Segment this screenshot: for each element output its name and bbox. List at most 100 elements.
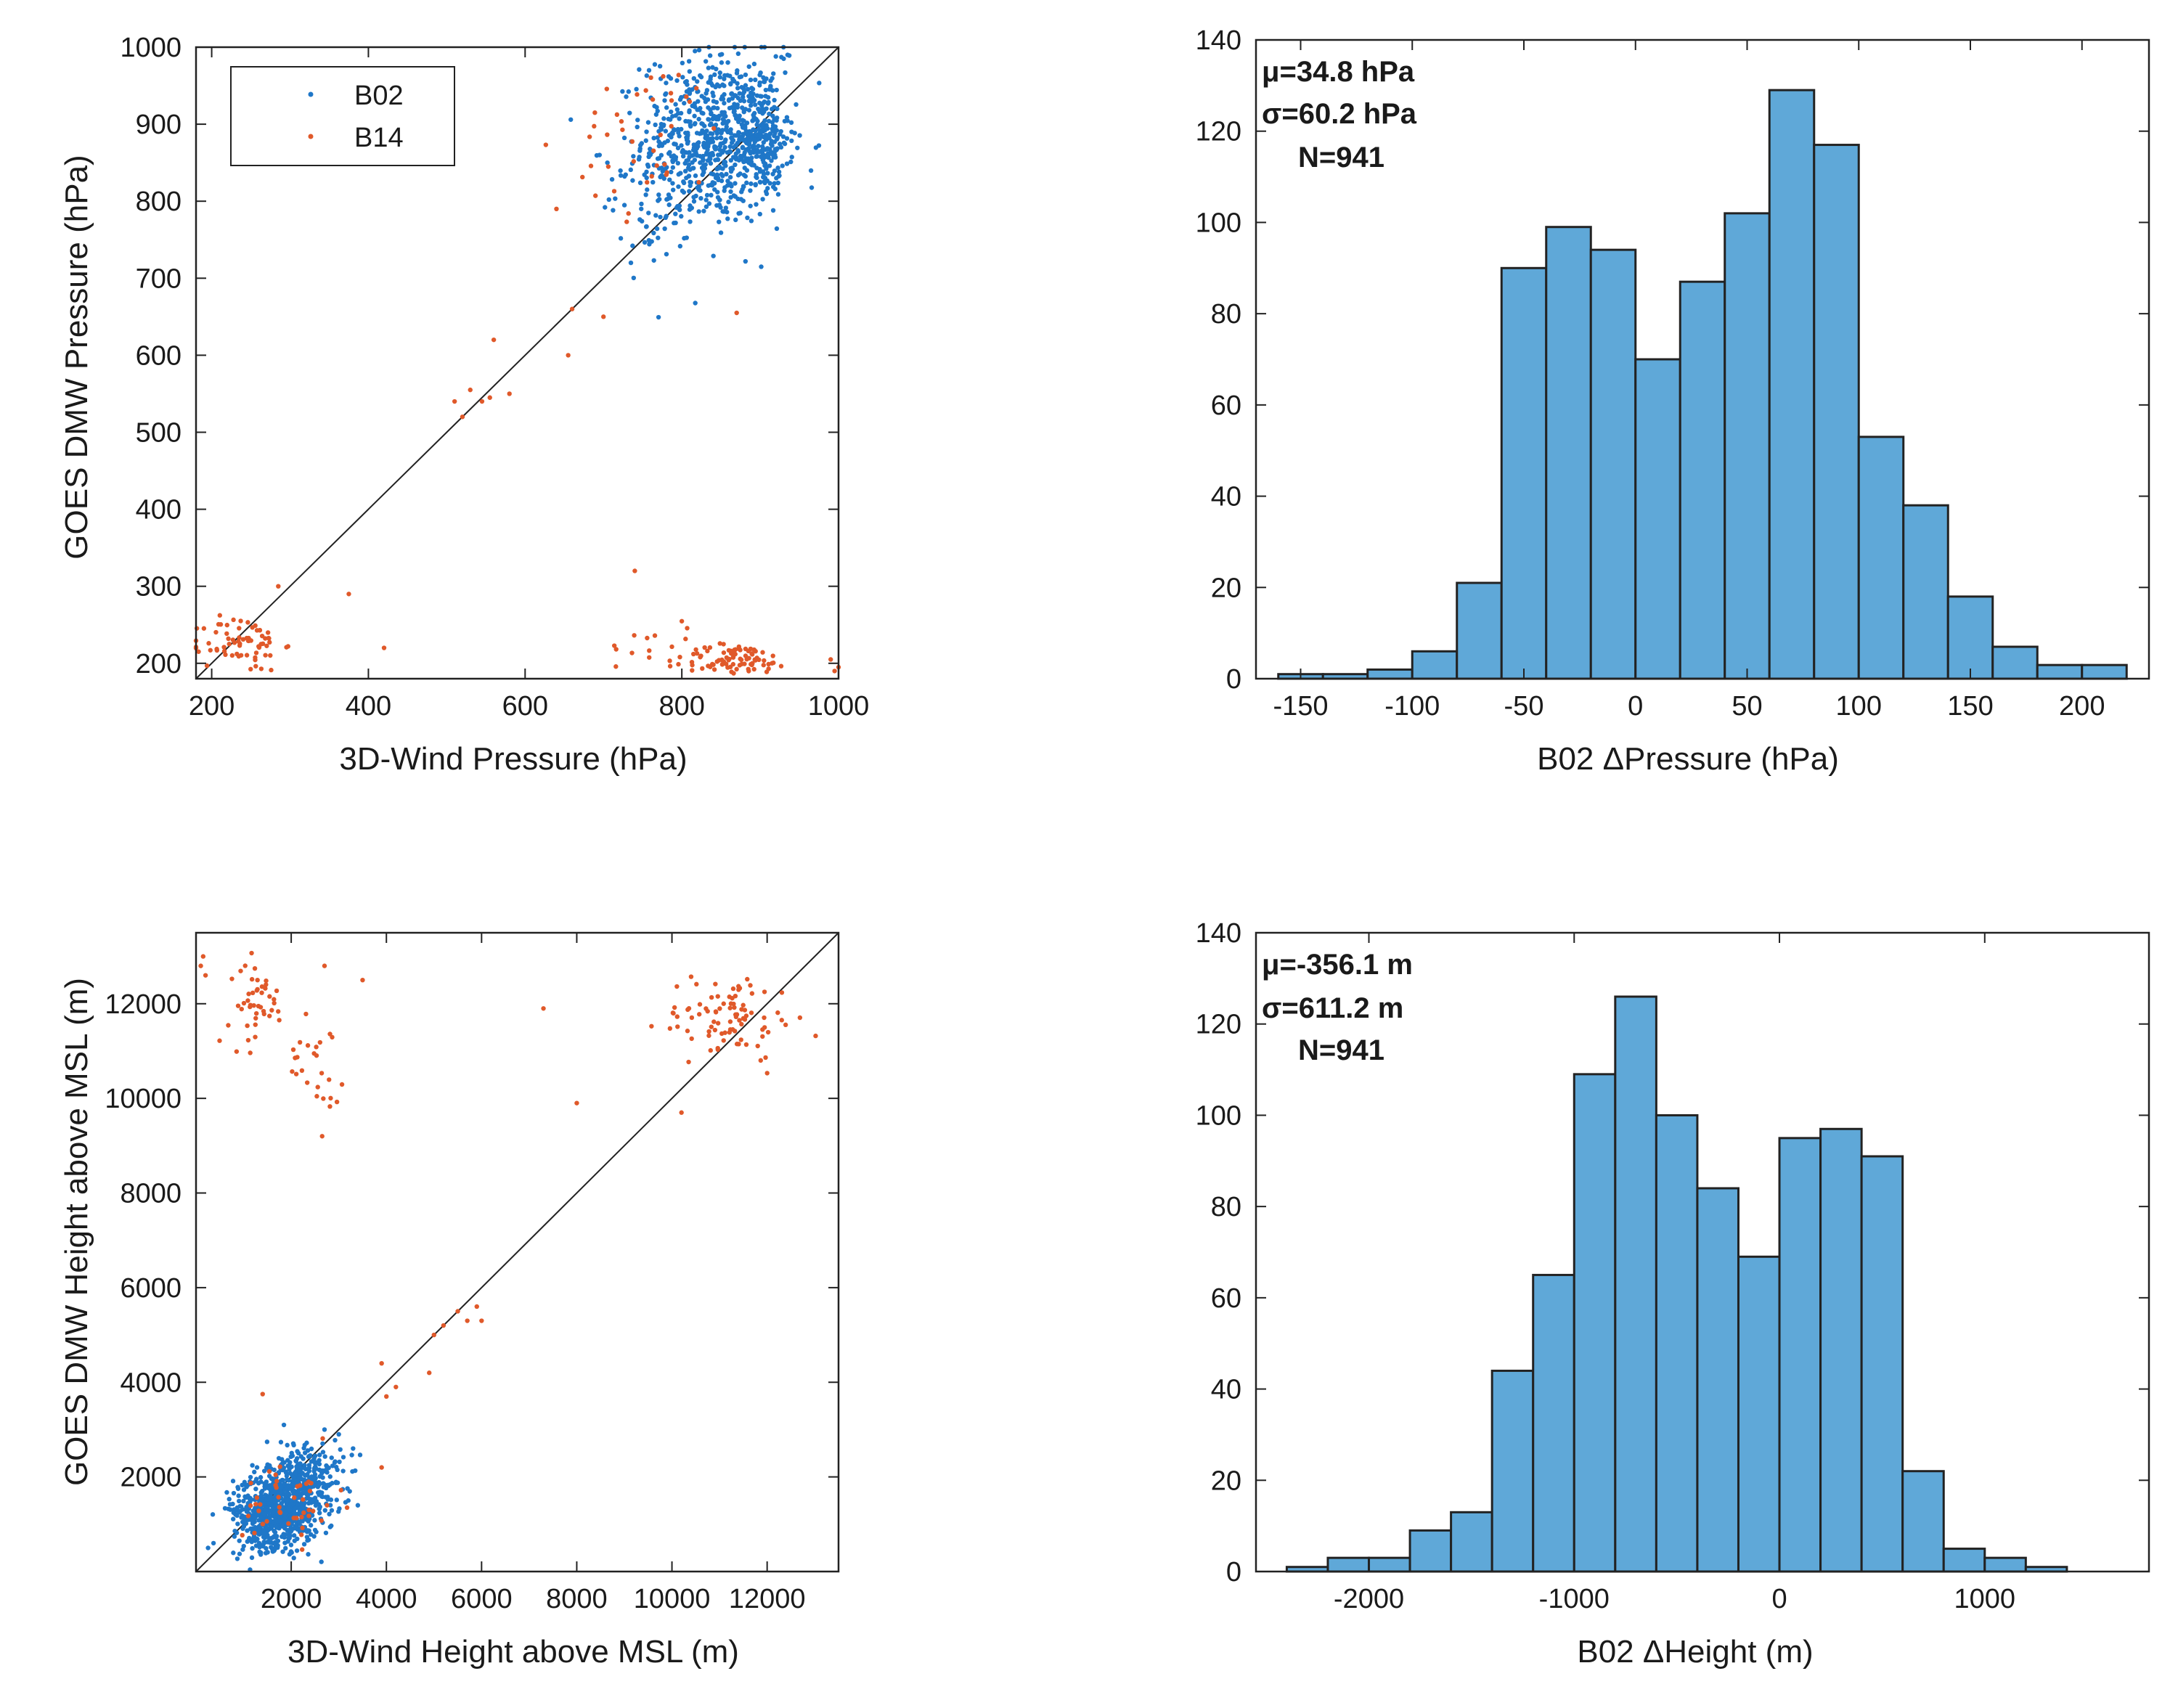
scatter-height-xlabel: 3D-Wind Height above MSL (m)	[287, 1634, 739, 1670]
point-b02	[722, 159, 727, 164]
point-b02	[687, 207, 693, 212]
point-b02	[733, 93, 738, 99]
point-b02	[696, 209, 701, 214]
point-b02	[670, 187, 676, 192]
point-b02	[639, 141, 645, 146]
point-b14	[715, 1021, 721, 1026]
point-b14	[730, 986, 736, 992]
point-b14	[709, 1024, 714, 1029]
point-b02	[288, 1542, 294, 1548]
point-b14	[258, 642, 264, 647]
point-b14	[293, 1071, 299, 1076]
point-b02	[637, 148, 643, 153]
point-b02	[637, 155, 642, 160]
point-b14	[491, 337, 497, 343]
point-b02	[224, 1490, 229, 1495]
point-b14	[286, 1521, 291, 1527]
point-b02	[205, 1545, 211, 1550]
point-b02	[267, 1495, 273, 1500]
point-b14	[700, 666, 705, 671]
point-b02	[726, 200, 731, 205]
point-b14	[611, 189, 617, 194]
point-b02	[295, 1450, 301, 1456]
point-b02	[320, 1441, 325, 1446]
point-b14	[724, 655, 730, 661]
point-b02	[258, 1475, 264, 1480]
y-tick-label: 40	[1211, 482, 1241, 512]
point-b14	[224, 631, 229, 637]
point-b14	[690, 663, 695, 668]
point-b02	[687, 90, 693, 95]
legend-label-b14: B14	[354, 123, 404, 153]
point-b14	[276, 1495, 281, 1500]
point-b14	[739, 1007, 744, 1012]
point-b02	[640, 218, 645, 224]
point-b02	[781, 56, 786, 62]
point-b14	[314, 1053, 319, 1058]
point-b02	[657, 63, 663, 69]
point-b02	[688, 183, 693, 189]
point-b02	[723, 205, 729, 211]
point-b02	[656, 235, 661, 240]
point-b02	[338, 1447, 343, 1452]
point-b02	[282, 1516, 287, 1521]
point-b02	[291, 1526, 297, 1531]
point-b02	[349, 1452, 354, 1458]
point-b02	[662, 140, 667, 145]
point-b14	[232, 640, 237, 645]
point-b02	[720, 82, 725, 87]
point-b02	[281, 1532, 286, 1537]
point-b02	[762, 135, 767, 140]
point-b02	[770, 120, 775, 125]
point-b02	[335, 1480, 340, 1485]
point-b02	[646, 68, 652, 73]
point-b02	[291, 1556, 296, 1561]
point-b14	[717, 1006, 722, 1011]
point-b02	[241, 1487, 247, 1492]
bar	[1545, 226, 1592, 680]
point-b02	[288, 1529, 293, 1535]
y-tick-label: 0	[1226, 664, 1241, 695]
point-b02	[264, 1439, 270, 1445]
point-b02	[238, 1504, 244, 1509]
point-b02	[706, 65, 711, 70]
point-b02	[741, 99, 747, 104]
point-b14	[626, 211, 631, 216]
point-b14	[762, 989, 767, 994]
point-b14	[688, 974, 694, 979]
point-b02	[797, 133, 802, 138]
legend-marker-b02	[308, 91, 314, 97]
point-b02	[234, 1505, 240, 1511]
point-b02	[241, 1498, 246, 1504]
point-b14	[285, 644, 290, 649]
point-b14	[334, 1099, 340, 1105]
x-tick-label: -150	[1273, 691, 1328, 722]
point-b02	[293, 1471, 298, 1476]
point-b02	[320, 1450, 326, 1455]
point-b14	[713, 1009, 719, 1014]
y-tick-label: 80	[1211, 1192, 1241, 1222]
point-b14	[254, 628, 260, 633]
point-b02	[298, 1466, 304, 1471]
point-b14	[654, 163, 659, 168]
point-b14	[203, 973, 208, 978]
point-b14	[258, 666, 264, 671]
point-b02	[237, 1538, 242, 1543]
point-b02	[749, 150, 754, 155]
point-b14	[748, 646, 754, 652]
point-b14	[762, 658, 767, 663]
point-b02	[725, 129, 730, 135]
point-b14	[259, 990, 264, 995]
point-b02	[722, 110, 727, 115]
point-b02	[227, 1497, 232, 1502]
point-b02	[303, 1473, 309, 1478]
point-b14	[669, 98, 674, 103]
legend: B02 B14	[230, 66, 455, 166]
point-b02	[298, 1473, 303, 1478]
point-b02	[772, 105, 777, 110]
point-b02	[748, 94, 753, 100]
point-b02	[774, 226, 780, 232]
point-b14	[664, 172, 669, 177]
point-b02	[646, 211, 651, 216]
